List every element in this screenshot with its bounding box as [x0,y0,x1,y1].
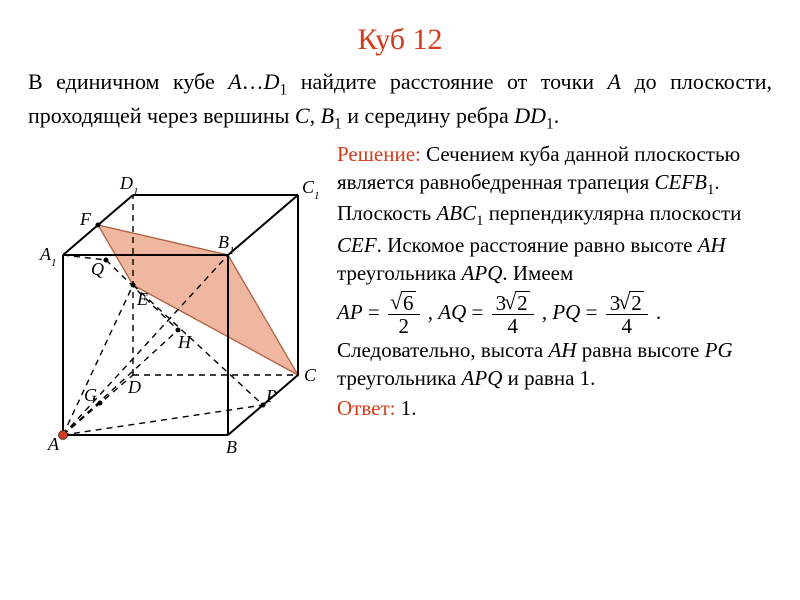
solution-text: треугольника [337,261,462,285]
problem-text: найдите расстояние от точки [287,69,607,94]
var-dd1: DD [514,103,546,128]
answer-value: 1. [395,396,416,420]
frac-aq: 32 4 [492,291,534,337]
term-abc1-sub: 1 [476,213,483,229]
problem-text: В единичном кубе [28,69,228,94]
solution-text: перпендикулярна плоскости [489,201,742,225]
solution-label: Решение: [337,142,421,166]
term-ah: AH [698,233,726,257]
answer-label: Ответ: [337,396,395,420]
term-apq: APQ [462,261,503,285]
problem-text: . [554,103,560,128]
problem-text: и середину ребра [342,103,515,128]
label-P: P [265,386,277,406]
var-a: A [228,69,241,94]
label-D1: D1 [119,173,139,198]
label-D: D [127,377,141,397]
formula-row: AP = 6 2 , AQ = 32 4 , PQ = 32 4 . [337,291,772,337]
answer-line: Ответ: 1. [337,395,772,423]
term-cef: CEF [337,233,377,257]
solution-text: . Имеем [502,261,573,285]
var-c: C [295,103,310,128]
label-A: A [47,434,60,454]
solution-conclusion: Следовательно, высота AH равна высоте PG… [337,337,772,392]
frac-pq: 32 4 [606,291,648,337]
label-G: G [84,385,97,405]
var-d: D [264,69,280,94]
var-ap: AP [337,300,363,324]
label-B: B [226,437,237,455]
label-H: H [177,332,192,352]
var-dd1-sub: 1 [546,115,554,132]
cube-figure: A B C D A1 B1 C1 D1 E F G H P Q [28,141,333,455]
label-F: F [79,209,92,229]
label-Q: Q [91,259,104,279]
ellipsis: … [242,69,264,94]
var-aq: AQ [438,300,466,324]
problem-text: , [310,103,321,128]
label-C1: C1 [302,177,320,202]
var-b1: B [321,103,334,128]
problem-statement: В единичном кубе A…D1 найдите расстояние… [28,67,772,135]
term-abc1: ABC [436,201,476,225]
var-b1-sub: 1 [334,115,342,132]
solution-block: Решение: Сечением куба данной плоскостью… [333,141,772,423]
label-E: E [136,289,148,309]
solution-text: . Искомое расстояние равно высоте [377,233,698,257]
var-a2: A [608,69,621,94]
var-pq: PQ [552,300,580,324]
page-title: Куб 12 [28,20,772,61]
term-cefb1: CEFB [654,170,707,194]
label-C: C [304,365,317,385]
label-A1: A1 [39,244,57,269]
frac-ap: 6 2 [388,291,420,337]
